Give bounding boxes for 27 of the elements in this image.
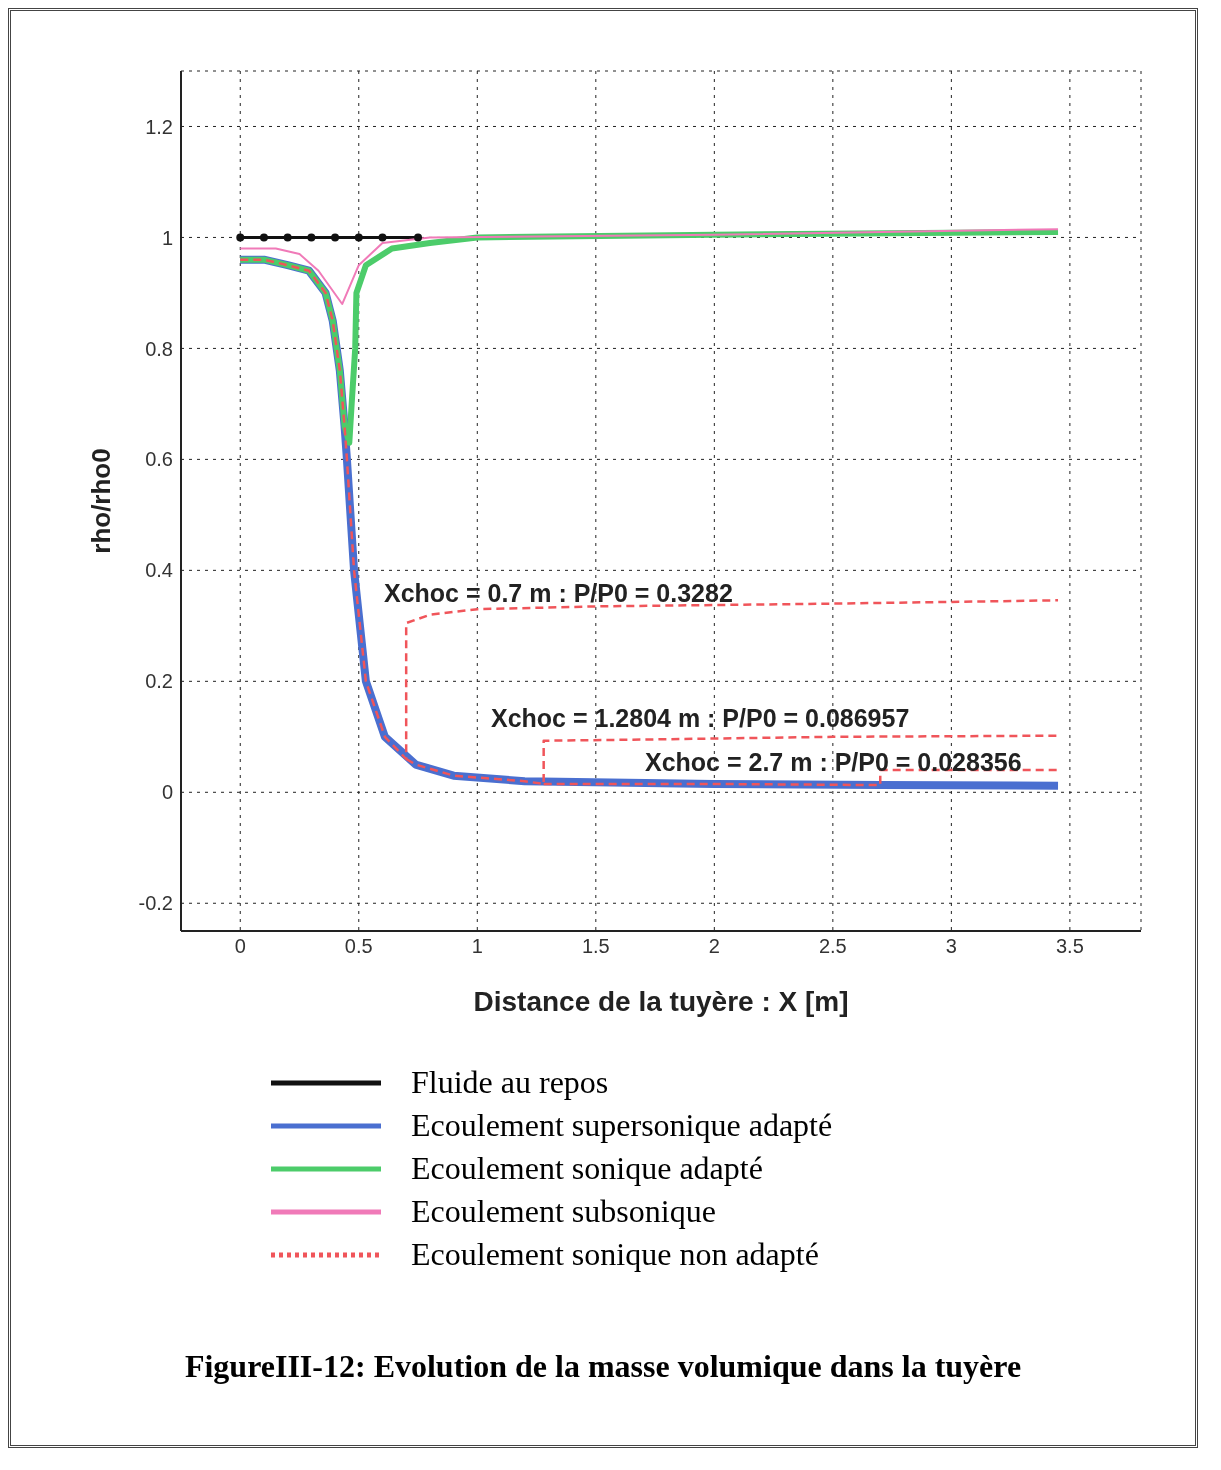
legend-label: Ecoulement sonique adapté	[411, 1150, 763, 1187]
y-tick-label: 0.8	[145, 337, 173, 360]
annotation: Xchoc = 0.7 m : P/P0 = 0.3282	[384, 579, 733, 608]
y-tick-label: 1.2	[145, 115, 173, 138]
x-tick-label: 3.5	[1055, 935, 1084, 958]
x-tick-label: 2	[708, 935, 720, 958]
text: FigureIII-12: Evolution de la masse volumique dans la tuyère	[183, 1348, 1023, 1385]
y-tick-label: 0.6	[145, 448, 173, 471]
annotation: Xchoc = 1.2804 m : P/P0 = 0.086957	[491, 704, 910, 733]
y-tick-label: 1	[161, 226, 173, 249]
x-axis-title: Distance de la tuyère : X [m]	[473, 986, 849, 1017]
y-tick-label: -0.2	[138, 892, 173, 915]
legend-label: Fluide au repos	[411, 1064, 609, 1101]
x-tick-label: 3	[945, 935, 957, 958]
x-tick-label: 0.5	[344, 935, 373, 958]
y-tick-label: 0.4	[145, 559, 173, 582]
x-tick-label: 1	[471, 935, 483, 958]
y-tick-label: 0	[161, 781, 173, 804]
x-tick-label: 0	[234, 935, 246, 958]
y-tick-label: 0.2	[145, 670, 173, 693]
legend-label: Ecoulement subsonique	[411, 1193, 716, 1230]
y-axis-title: rho/rho0	[86, 448, 117, 554]
annotation: Xchoc = 2.7 m : P/P0 = 0.028356	[645, 748, 1022, 777]
x-tick-label: 2.5	[818, 935, 847, 958]
x-tick-label: 1.5	[581, 935, 610, 958]
legend-label: Ecoulement sonique non adapté	[411, 1236, 819, 1273]
legend-label: Ecoulement supersonique adapté	[411, 1107, 833, 1144]
